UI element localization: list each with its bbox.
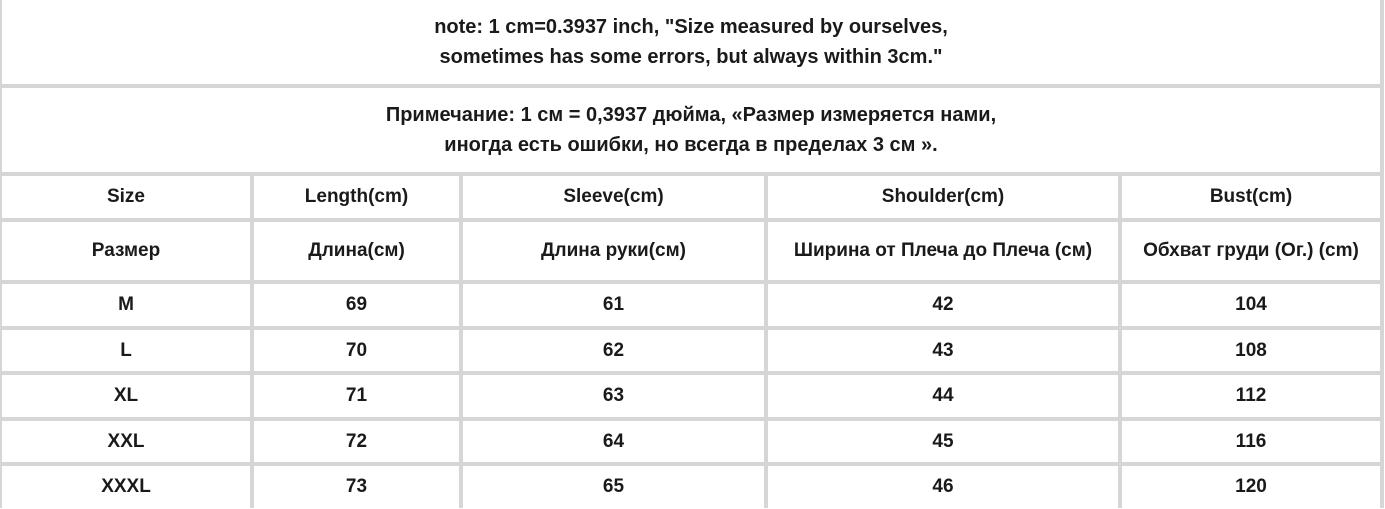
note-line: sometimes has some errors, but always wi… [439,46,943,68]
note-line: Примечание: 1 см = 0,3937 дюйма, «Размер… [385,104,997,126]
note-russian: Примечание: 1 см = 0,3937 дюйма, «Размер… [2,88,1380,172]
value-cell: 65 [463,466,764,508]
size-cell: M [2,284,250,326]
value-cell: 116 [1122,421,1380,462]
value-cell: 70 [254,330,459,371]
header-ru-cell: Обхват груди (Ог.) (cm) [1122,222,1380,280]
value-cell: 45 [768,421,1118,462]
note-line: иногда есть ошибки, но всегда в пределах… [444,134,938,156]
value-cell: 62 [463,330,764,371]
size-cell: L [2,330,250,371]
header-en-cell: Bust(cm) [1122,176,1380,218]
value-cell: 71 [254,375,459,417]
value-cell: 108 [1122,330,1380,371]
header-ru-cell: Размер [2,222,250,280]
size-cell: XXL [2,421,250,462]
value-cell: 63 [463,375,764,417]
value-cell: 104 [1122,284,1380,326]
note-english: note: 1 cm=0.3937 inch, "Size measured b… [2,0,1380,84]
value-cell: 44 [768,375,1118,417]
header-en-cell: Shoulder(cm) [768,176,1118,218]
size-cell: XXXL [2,466,250,508]
note-line: note: 1 cm=0.3937 inch, "Size measured b… [434,16,948,38]
value-cell: 69 [254,284,459,326]
header-en-cell: Size [2,176,250,218]
header-ru-cell: Длина(см) [254,222,459,280]
size-cell: XL [2,375,250,417]
value-cell: 42 [768,284,1118,326]
value-cell: 112 [1122,375,1380,417]
header-ru-cell: Ширина от Плеча до Плеча (см) [768,222,1118,280]
value-cell: 72 [254,421,459,462]
header-ru-cell: Длина руки(см) [463,222,764,280]
value-cell: 73 [254,466,459,508]
value-cell: 120 [1122,466,1380,508]
value-cell: 43 [768,330,1118,371]
header-en-cell: Sleeve(cm) [463,176,764,218]
value-cell: 61 [463,284,764,326]
value-cell: 46 [768,466,1118,508]
value-cell: 64 [463,421,764,462]
header-en-cell: Length(cm) [254,176,459,218]
